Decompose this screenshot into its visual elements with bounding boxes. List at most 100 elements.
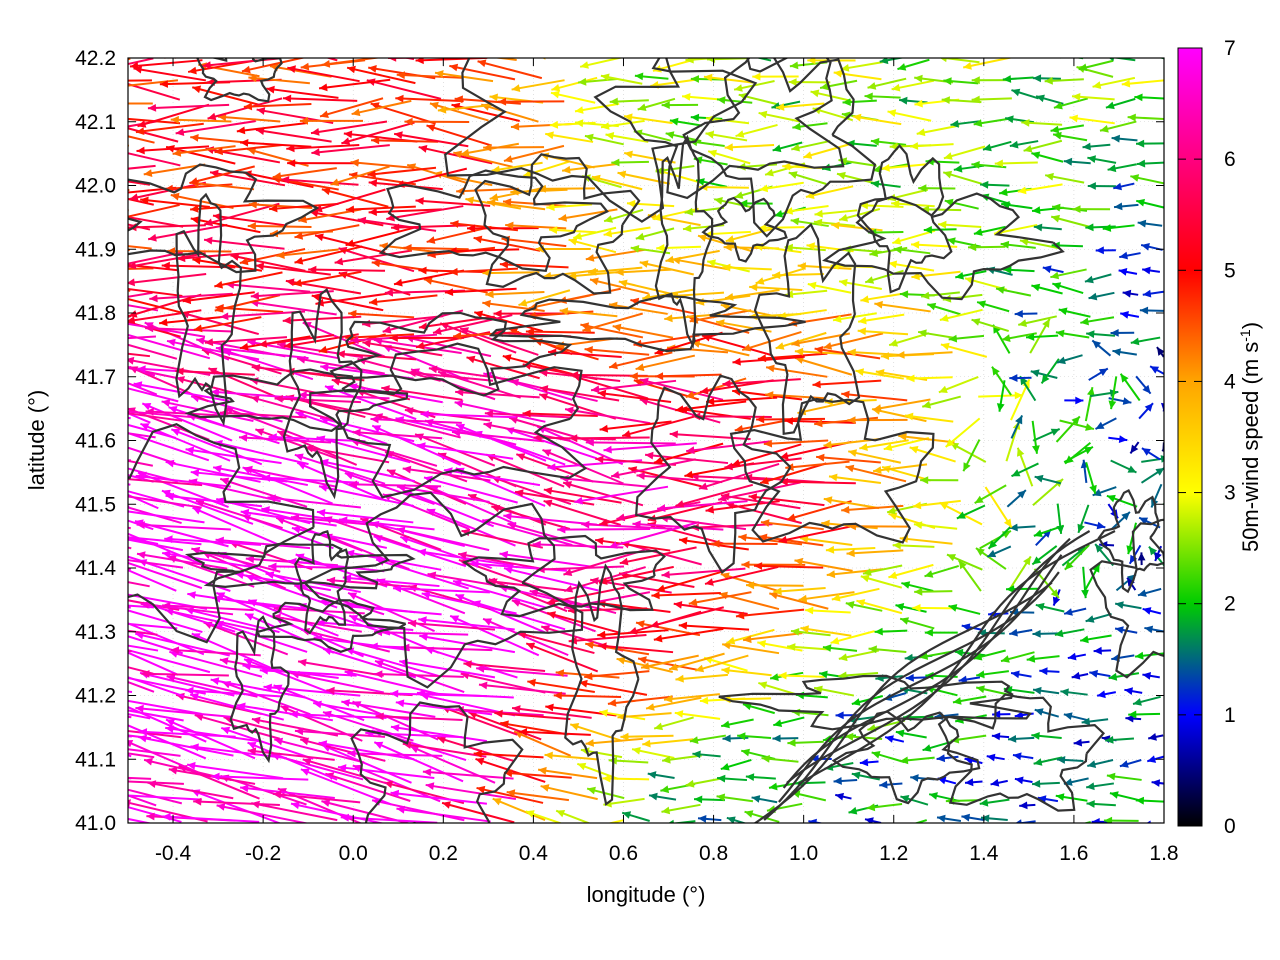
wind-vector [128, 335, 157, 340]
x-tick-label: -0.2 [245, 842, 281, 865]
wind-vector [128, 699, 202, 715]
wind-vector-head [214, 304, 224, 313]
wind-vector [845, 465, 907, 483]
wind-vector-head [313, 700, 322, 709]
wind-vector-head [874, 627, 883, 636]
wind-vector-head [396, 71, 405, 80]
wind-vector [185, 608, 280, 634]
wind-vector [128, 412, 151, 424]
wind-vector-head [741, 560, 750, 569]
wind-vector-head [135, 704, 144, 713]
wind-vector-head [244, 465, 253, 474]
wind-vector [656, 570, 725, 592]
wind-vector [255, 264, 331, 276]
wind-vector-head [598, 642, 607, 651]
wind-vector-head [1000, 240, 1010, 249]
wind-vector-head [1021, 119, 1030, 127]
wind-vector [289, 713, 387, 719]
wind-vector-head [980, 814, 990, 823]
y-axis-label: latitude (°) [24, 390, 49, 491]
wind-vector-head [190, 692, 199, 701]
wind-vector [128, 788, 183, 805]
wind-vector [422, 770, 514, 780]
wind-vector-head [240, 508, 250, 517]
wind-vector-head [59, 71, 67, 79]
wind-vector-head [49, 162, 57, 170]
wind-vector [309, 210, 384, 227]
wind-vector [276, 248, 339, 257]
contour-line [229, 615, 290, 764]
wind-vector-head [538, 766, 547, 775]
wind-vector [255, 428, 339, 460]
wind-vector [274, 397, 362, 404]
wind-vector-head [947, 554, 956, 562]
wind-vector-head [996, 403, 1005, 412]
wind-vector-head [988, 540, 998, 549]
colorbar-tick-label: 4 [1224, 370, 1236, 393]
wind-vector [128, 649, 211, 674]
wind-vector-head [651, 591, 660, 600]
wind-vector [675, 483, 754, 507]
wind-vector-head [49, 330, 58, 337]
wind-vector-head [857, 327, 866, 336]
wind-vector-head [1032, 206, 1041, 215]
wind-vector-head [758, 681, 768, 689]
wind-vector-head [761, 519, 770, 527]
wind-vector-head [791, 628, 800, 636]
wind-vector-head [971, 161, 980, 169]
wind-vector [595, 538, 671, 552]
wind-vector-head [105, 791, 113, 799]
wind-vector-head [326, 576, 336, 585]
wind-vector [304, 399, 388, 419]
wind-vector-head [348, 480, 358, 489]
wind-vector-head [192, 85, 202, 94]
wind-vector-head [1030, 369, 1040, 377]
wind-vector-head [467, 224, 476, 233]
wind-vector [223, 716, 308, 740]
wind-vector-head [351, 108, 361, 117]
wind-vector [859, 439, 909, 450]
wind-vector [635, 621, 701, 637]
wind-vector [616, 501, 701, 520]
contour-line [461, 534, 666, 618]
wind-vector [441, 705, 518, 736]
wind-vector [585, 248, 646, 261]
wind-vector [657, 500, 748, 510]
wind-vector-head [372, 425, 382, 433]
wind-vector [434, 71, 494, 83]
wind-vector-head [452, 429, 461, 437]
wind-vector-head [1130, 337, 1140, 346]
wind-vector-head [116, 645, 125, 653]
wind-vector-head [1001, 655, 1010, 663]
wind-vector [248, 76, 310, 85]
wind-vector-head [1058, 307, 1068, 316]
wind-vector-head [1136, 198, 1145, 207]
wind-vector-head [792, 122, 801, 131]
wind-vector-head [1031, 283, 1041, 292]
wind-vector-head [772, 144, 782, 153]
wind-vector [362, 341, 443, 357]
wind-vector [128, 82, 181, 101]
wind-vector [370, 102, 436, 125]
wind-vector-head [646, 703, 655, 711]
wind-vector [585, 441, 676, 445]
wind-vector-head [1157, 347, 1164, 356]
wind-vector-head [389, 334, 398, 342]
wind-vector [455, 423, 547, 462]
wind-vector-head [247, 747, 257, 756]
wind-vector-head [60, 455, 69, 463]
wind-vector-head [860, 574, 870, 583]
x-tick-label: 1.8 [1149, 842, 1178, 865]
wind-vector-head [726, 636, 736, 645]
wind-vector-head [1032, 556, 1042, 565]
wind-vector [128, 203, 180, 218]
wind-vector-head [274, 737, 284, 746]
wind-vector-head [162, 813, 171, 821]
wind-vector [458, 552, 545, 571]
wind-vector-head [895, 824, 904, 832]
wind-vector-head [784, 417, 793, 425]
wind-vector-head [135, 472, 145, 481]
wind-vector [186, 763, 284, 780]
wind-vector-head [758, 533, 768, 542]
wind-vector-head [1150, 366, 1160, 374]
